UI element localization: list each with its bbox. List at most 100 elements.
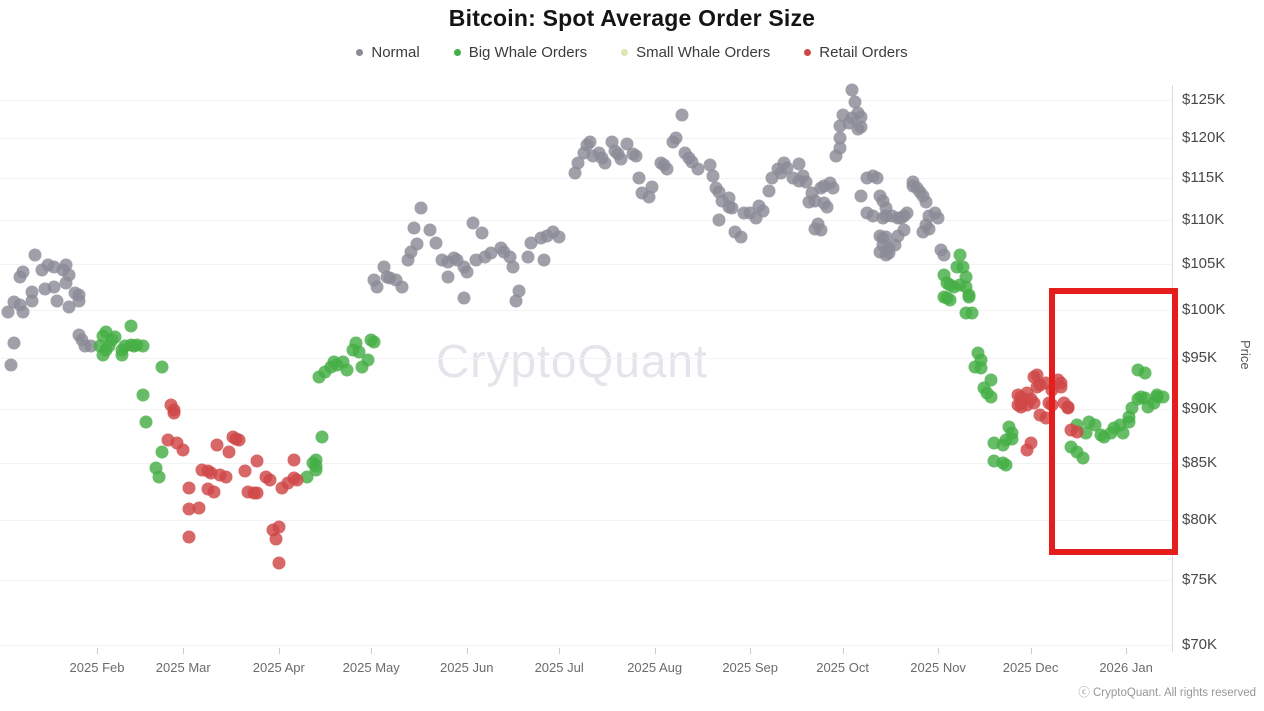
legend-dot-icon xyxy=(356,49,364,56)
data-point xyxy=(845,83,859,97)
data-point xyxy=(367,335,381,349)
data-point xyxy=(919,195,933,209)
x-axis-label: 2025 Apr xyxy=(252,660,305,675)
x-axis-tick xyxy=(559,648,561,654)
x-axis-tick xyxy=(1126,648,1128,654)
data-point xyxy=(962,290,976,304)
data-point xyxy=(712,213,726,227)
data-point xyxy=(176,443,190,457)
data-point xyxy=(457,291,471,305)
legend-item-normal[interactable]: Normal xyxy=(356,44,420,61)
data-point xyxy=(466,216,480,230)
data-point xyxy=(870,171,883,185)
data-point xyxy=(1076,451,1090,465)
x-axis-tick xyxy=(750,648,752,654)
legend-item-retail-orders[interactable]: Retail Orders xyxy=(804,44,908,61)
cryptoquant-watermark: CryptoQuant xyxy=(436,335,708,387)
data-point xyxy=(155,445,169,459)
data-point xyxy=(999,458,1013,472)
data-point xyxy=(250,486,264,500)
data-point xyxy=(848,95,862,109)
legend-label: Retail Orders xyxy=(819,44,908,61)
data-point xyxy=(108,330,122,344)
data-point xyxy=(833,141,847,155)
data-point xyxy=(410,237,424,251)
data-point xyxy=(854,189,868,203)
gridline xyxy=(0,100,1172,101)
data-point xyxy=(900,206,914,220)
y-axis-label: $105K xyxy=(1182,254,1226,272)
data-point xyxy=(598,156,612,170)
x-axis-label: 2025 Aug xyxy=(627,660,683,675)
data-point xyxy=(706,169,720,183)
data-point xyxy=(1138,366,1152,380)
data-point xyxy=(340,363,354,377)
data-point xyxy=(207,485,221,499)
data-point xyxy=(620,137,634,151)
data-point xyxy=(854,110,868,124)
x-axis-label: 2025 Mar xyxy=(155,660,211,675)
data-point xyxy=(395,280,409,294)
data-point xyxy=(854,120,868,134)
data-point xyxy=(250,454,264,468)
data-point xyxy=(414,201,428,215)
legend-item-big-whale-orders[interactable]: Big Whale Orders xyxy=(453,44,587,61)
y-axis-label: $100K xyxy=(1182,300,1226,318)
data-point xyxy=(537,253,551,267)
gridline xyxy=(0,263,1172,265)
data-point xyxy=(965,306,979,320)
data-point xyxy=(953,248,967,262)
legend-label: Normal xyxy=(371,44,420,61)
x-axis-tick xyxy=(371,648,373,654)
data-point xyxy=(167,406,181,420)
data-point xyxy=(937,248,951,262)
data-point xyxy=(429,236,443,250)
data-point xyxy=(512,284,526,298)
data-point xyxy=(506,260,520,274)
data-point xyxy=(361,353,375,367)
chart-title: Bitcoin: Spot Average Order Size xyxy=(448,5,816,31)
copyright: ⓒ CryptoQuant. All rights reserved xyxy=(1078,687,1256,699)
data-point xyxy=(725,201,739,215)
y-axis-label: $90K xyxy=(1182,399,1218,417)
data-point xyxy=(16,265,30,279)
gridline xyxy=(0,645,1172,647)
data-point xyxy=(59,258,73,272)
data-point xyxy=(660,162,674,176)
data-point xyxy=(152,470,166,484)
data-point xyxy=(568,166,582,180)
data-point xyxy=(897,223,911,237)
gridline xyxy=(0,178,1172,180)
y-axis-label: $120K xyxy=(1182,129,1226,147)
data-point xyxy=(1116,426,1130,440)
data-point xyxy=(192,501,206,515)
gridline xyxy=(0,408,1172,410)
x-axis-label: 2025 Feb xyxy=(69,660,125,675)
data-point xyxy=(16,305,30,319)
data-point xyxy=(72,294,86,308)
data-point xyxy=(734,230,748,244)
data-point xyxy=(309,453,323,467)
data-point xyxy=(62,268,76,282)
data-point xyxy=(833,131,847,145)
data-point xyxy=(475,226,489,240)
data-point xyxy=(28,248,42,262)
data-point xyxy=(922,222,936,236)
x-axis-label: 2025 Dec xyxy=(1002,660,1059,675)
data-point xyxy=(629,149,643,163)
data-point xyxy=(370,280,384,294)
legend-item-small-whale-orders[interactable]: Small Whale Orders xyxy=(621,44,770,61)
y-axis-label: $115K xyxy=(1182,169,1225,187)
legend-dot-icon xyxy=(621,49,629,56)
data-point xyxy=(1061,401,1075,415)
data-point xyxy=(1027,396,1041,410)
data-point xyxy=(632,171,646,185)
data-point xyxy=(1054,380,1068,394)
x-axis-label: 2025 Sep xyxy=(722,660,778,675)
y-axis-label: $80K xyxy=(1182,510,1218,528)
data-point xyxy=(47,280,61,294)
data-point xyxy=(1024,436,1038,450)
data-point xyxy=(25,294,39,308)
